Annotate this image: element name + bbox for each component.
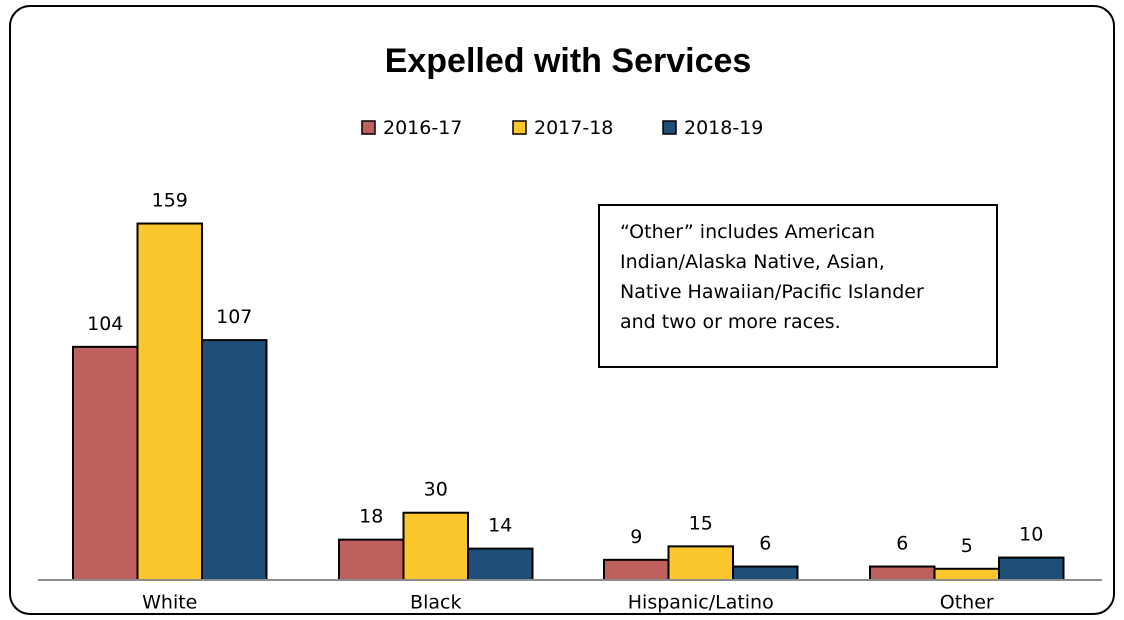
legend-swatch	[662, 120, 677, 135]
bar-2016-17-black	[338, 538, 405, 581]
chart-title: Expelled with Services	[385, 42, 752, 80]
bar-2018-19-black	[467, 547, 534, 581]
value-label: 6	[759, 533, 771, 555]
legend: 2016-17 2017-18 2018-19	[361, 117, 763, 139]
bars	[72, 222, 1065, 582]
bar-2018-19-white	[201, 339, 268, 581]
annotation-line: “Other” includes American	[620, 221, 875, 243]
category-label: Hispanic/Latino	[628, 592, 774, 614]
value-label: 6	[896, 533, 908, 555]
annotation-frame	[598, 204, 998, 368]
bar-2016-17-white	[72, 345, 139, 581]
category-labels: White Black Hispanic/Latino Other	[142, 592, 994, 614]
annotation-line: and two or more races.	[620, 311, 841, 333]
bar-2017-18-other	[933, 567, 1000, 581]
legend-swatch	[512, 120, 527, 135]
value-label: 9	[630, 526, 642, 548]
category-label: Black	[410, 592, 461, 614]
value-label: 104	[87, 313, 123, 335]
bar-2016-17-hispanic-latino	[603, 558, 670, 582]
annotation-line: Indian/Alaska Native, Asian,	[620, 251, 885, 273]
legend-label: 2018-19	[684, 117, 763, 139]
bar-2018-19-hispanic-latino	[732, 565, 799, 581]
value-label: 159	[152, 190, 188, 212]
value-labels: 104 18 9 6 159 30 15 5 107 14 6 10	[87, 190, 1043, 557]
value-label: 14	[488, 515, 512, 537]
legend-swatch	[361, 120, 376, 135]
value-label: 10	[1019, 524, 1043, 546]
bar-2017-18-black	[402, 511, 469, 581]
value-label: 15	[689, 512, 713, 534]
value-label: 30	[424, 479, 448, 501]
category-label: White	[142, 592, 197, 614]
bar-2017-18-hispanic-latino	[667, 545, 734, 581]
bar-2017-18-white	[136, 222, 203, 581]
annotation-box: “Other” includes American Indian/Alaska N…	[598, 204, 998, 368]
annotation-line: Native Hawaiian/Pacific Islander	[620, 281, 924, 303]
category-label: Other	[940, 592, 994, 614]
bar-2016-17-other	[869, 565, 936, 581]
chart-border	[9, 5, 1115, 615]
value-label: 18	[359, 506, 383, 528]
bar-2018-19-other	[998, 556, 1065, 582]
legend-label: 2017-18	[534, 117, 613, 139]
value-label: 107	[216, 306, 252, 328]
value-label: 5	[961, 535, 973, 557]
legend-label: 2016-17	[383, 117, 462, 139]
